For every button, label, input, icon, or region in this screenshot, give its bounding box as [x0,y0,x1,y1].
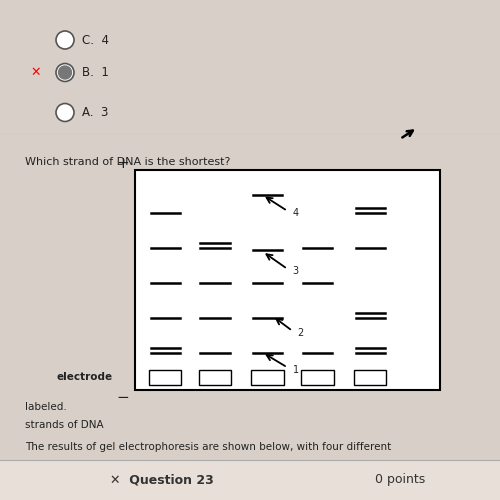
Text: A.  3: A. 3 [82,106,109,119]
Text: labeled.: labeled. [25,402,67,412]
Text: C.  4: C. 4 [82,34,110,46]
Text: B.  1: B. 1 [82,66,110,79]
Circle shape [56,31,74,49]
Text: ✕  Question 23: ✕ Question 23 [110,474,214,486]
Text: 2: 2 [298,328,304,338]
Circle shape [58,66,71,79]
FancyBboxPatch shape [301,370,334,385]
FancyBboxPatch shape [135,170,440,390]
Text: −: − [116,390,129,405]
FancyBboxPatch shape [0,460,500,500]
Text: 3: 3 [292,266,298,276]
Text: 1: 1 [292,365,298,375]
FancyBboxPatch shape [354,370,386,385]
Text: +: + [116,156,129,172]
Text: 0 points: 0 points [375,474,425,486]
Text: ✕: ✕ [31,66,41,79]
Circle shape [56,64,74,82]
Text: Which strand of DNA is the shortest?: Which strand of DNA is the shortest? [25,157,231,167]
Text: strands of DNA: strands of DNA [25,420,103,430]
Text: The results of gel electrophoresis are shown below, with four different: The results of gel electrophoresis are s… [25,442,391,452]
FancyBboxPatch shape [198,370,231,385]
Circle shape [56,104,74,122]
FancyBboxPatch shape [149,370,181,385]
Text: electrode: electrode [56,372,112,382]
Text: 4: 4 [292,208,298,218]
FancyBboxPatch shape [252,370,284,385]
